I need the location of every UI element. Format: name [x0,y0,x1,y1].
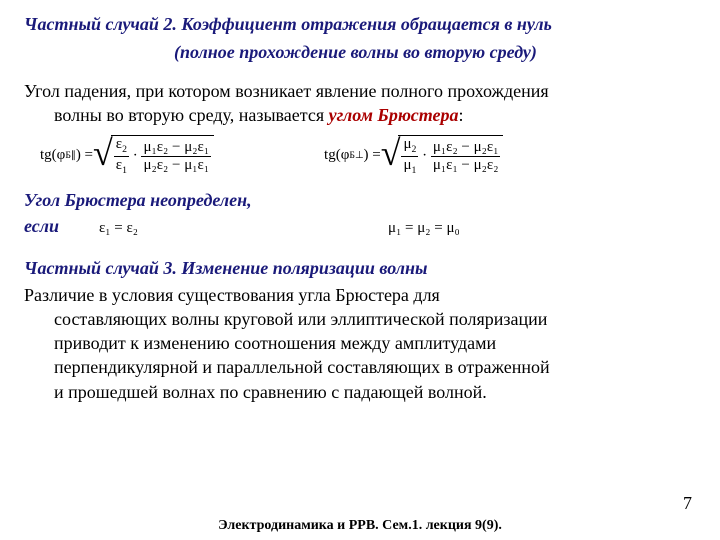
f2-rhs: ) = [363,145,380,165]
formula-perp: tg(φБ⊥) = √ μ2 μ1 · μ₁ε₂ − μ₂ε₁ μ₁ε₁ − μ… [324,135,503,176]
f1-e1s: 1 [122,165,127,176]
f1-e2s: 2 [122,144,127,155]
intro-text: Угол падения, при котором возникает явле… [24,79,696,128]
brewster-term: углом Брюстера [329,105,459,125]
case3-heading: Частный случай 3. Изменение поляризации … [24,256,696,280]
condition-row: если ε₁ = ε₂ μ₁ = μ₂ = μ₀ [24,214,696,238]
f2-m2s: 2 [412,144,417,155]
intro-line1: Угол падения, при котором возникает явле… [24,81,549,101]
f1-den: μ₂ε₂ − μ₁ε₁ [141,156,211,173]
f2-num: μ₁ε₂ − μ₂ε₁ [431,140,501,156]
b3-l1: Различие в условия существования угла Бр… [24,285,440,305]
f1-num: μ₁ε₂ − μ₂ε₁ [141,140,211,156]
f2-lhs: tg(φ [324,145,349,165]
case2-heading-line2: (полное прохождение волны во вторую сред… [24,40,696,64]
f1-dot: · [133,148,138,164]
undef-heading: Угол Брюстера неопределен, [24,188,696,212]
formula-row: tg(φБ∥) = √ ε2 ε1 · μ₁ε₂ − μ₂ε₁ μ₂ε₂ − μ… [40,135,696,176]
f1-sub: Б∥ [65,149,75,162]
footer-text: Электродинамика и РРВ. Сем.1. лекция 9(9… [0,518,720,534]
f2-den: μ₁ε₁ − μ₂ε₂ [431,156,501,173]
f2-m1: μ [403,157,411,173]
esli-label: если [24,214,59,238]
cond1: ε₁ = ε₂ [99,218,138,238]
formula-parallel: tg(φБ∥) = √ ε2 ε1 · μ₁ε₂ − μ₂ε₁ μ₂ε₂ − μ… [40,135,214,176]
intro-colon: : [459,105,464,125]
b3-l4: перпендикулярной и параллельной составля… [24,355,696,379]
f2-sub: Б⊥ [349,149,363,162]
f2-m2: μ [403,136,411,152]
f2-m1s: 1 [412,165,417,176]
case2-heading-line1: Частный случай 2. Коэффициент отражения … [24,12,696,36]
f1-rhs: ) = [76,145,93,165]
f1-lhs: tg(φ [40,145,65,165]
intro-line2: волны во вторую среду, называется [54,105,329,125]
cond2: μ₁ = μ₂ = μ₀ [388,218,460,238]
page-number: 7 [683,493,692,514]
page: Частный случай 2. Коэффициент отражения … [0,0,720,412]
b3-l2: составляющих волны круговой или эллиптич… [24,307,696,331]
b3-l5: и прошедшей волнах по сравнению с падающ… [24,380,696,404]
case3-body: Различие в условия существования угла Бр… [24,283,696,404]
b3-l3: приводит к изменению соотношения между а… [24,331,696,355]
f2-dot: · [422,148,427,164]
